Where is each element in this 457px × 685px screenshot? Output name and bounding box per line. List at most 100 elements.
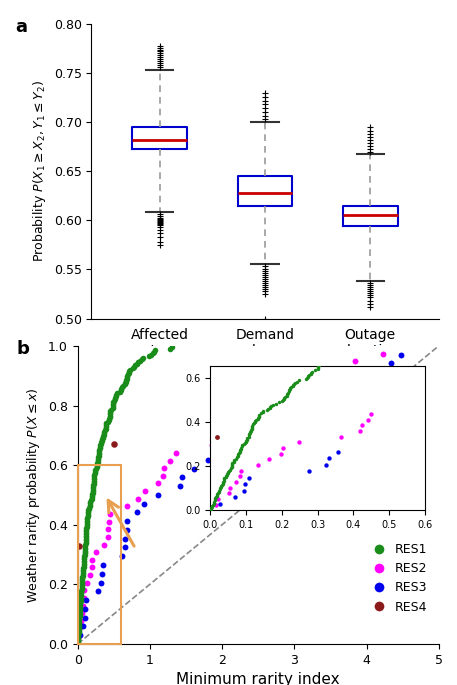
Point	[284, 388, 291, 399]
Point	[96, 449, 103, 460]
Point	[101, 429, 108, 440]
Point	[81, 543, 89, 554]
Point	[239, 440, 246, 451]
Point	[207, 503, 215, 514]
Point	[117, 386, 124, 397]
Point	[92, 464, 99, 475]
Point	[236, 471, 244, 482]
Point	[326, 354, 334, 365]
Point	[237, 465, 244, 476]
Point	[88, 562, 96, 573]
Point	[247, 425, 255, 436]
Point	[389, 322, 397, 333]
Point	[105, 413, 112, 424]
Point	[234, 450, 242, 461]
Point	[239, 441, 246, 452]
Point	[286, 384, 293, 395]
Point	[325, 363, 332, 374]
Point	[89, 554, 96, 565]
Point	[211, 495, 218, 506]
Point	[123, 525, 130, 536]
Point	[219, 479, 226, 490]
Point	[305, 371, 312, 382]
Point	[122, 376, 130, 387]
Point	[106, 407, 114, 418]
Point	[286, 385, 293, 396]
Point	[110, 398, 117, 409]
Point	[282, 391, 289, 402]
Point	[84, 508, 91, 519]
Point	[173, 447, 180, 458]
Point	[90, 477, 97, 488]
Point	[106, 508, 114, 519]
Point	[100, 560, 107, 571]
Point	[106, 409, 113, 420]
Point	[214, 432, 221, 443]
Point	[84, 514, 91, 525]
Point	[366, 334, 373, 345]
Point	[75, 619, 83, 630]
Point	[76, 610, 83, 621]
Point	[150, 348, 157, 359]
Point	[88, 493, 95, 504]
Point	[388, 358, 395, 369]
Point	[388, 324, 395, 335]
Point	[212, 493, 219, 503]
Point	[236, 447, 243, 458]
Point	[254, 412, 261, 423]
Point	[126, 367, 133, 378]
Point	[215, 485, 223, 496]
Point	[295, 375, 303, 386]
Point	[104, 532, 112, 543]
Point	[420, 316, 427, 327]
Point	[213, 490, 220, 501]
Point	[118, 382, 126, 393]
Point	[328, 353, 335, 364]
Point	[74, 636, 81, 647]
Point	[74, 632, 82, 643]
Point	[219, 478, 226, 489]
Point	[84, 511, 91, 522]
Point	[75, 621, 83, 632]
Point	[283, 389, 291, 400]
Point	[89, 487, 96, 498]
Point	[82, 533, 90, 544]
Point	[220, 476, 227, 487]
Point	[82, 535, 90, 546]
Point	[78, 616, 85, 627]
Point	[308, 366, 315, 377]
Point	[76, 613, 83, 624]
Point	[311, 365, 319, 376]
Point	[74, 637, 81, 648]
Point	[225, 488, 233, 499]
Point	[213, 446, 220, 457]
Point	[358, 340, 365, 351]
Point	[83, 519, 90, 530]
Point	[82, 538, 89, 549]
Point	[90, 482, 97, 493]
Point	[294, 379, 301, 390]
Point	[78, 608, 85, 619]
Point	[389, 323, 396, 334]
Point	[281, 393, 288, 403]
Text: a: a	[15, 18, 27, 36]
Point	[75, 623, 82, 634]
Point	[134, 507, 141, 518]
Y-axis label: Weather rarity probability $P(X \leq x)$: Weather rarity probability $P(X \leq x)$	[26, 387, 43, 603]
Point	[94, 455, 101, 466]
Point	[236, 447, 243, 458]
Point	[101, 428, 108, 439]
Point	[110, 439, 117, 450]
Point	[102, 418, 110, 429]
Point	[82, 532, 90, 543]
Point	[102, 419, 110, 430]
Y-axis label: Probability $P(X_1 \geq X_2, Y_1 \leq Y_2)$: Probability $P(X_1 \geq X_2, Y_1 \leq Y_…	[31, 80, 48, 262]
Point	[325, 453, 332, 464]
Point	[79, 569, 86, 580]
Point	[226, 482, 234, 493]
Point	[81, 603, 88, 614]
Point	[275, 397, 282, 408]
Point	[79, 573, 86, 584]
Point	[364, 414, 371, 425]
Point	[96, 441, 103, 452]
